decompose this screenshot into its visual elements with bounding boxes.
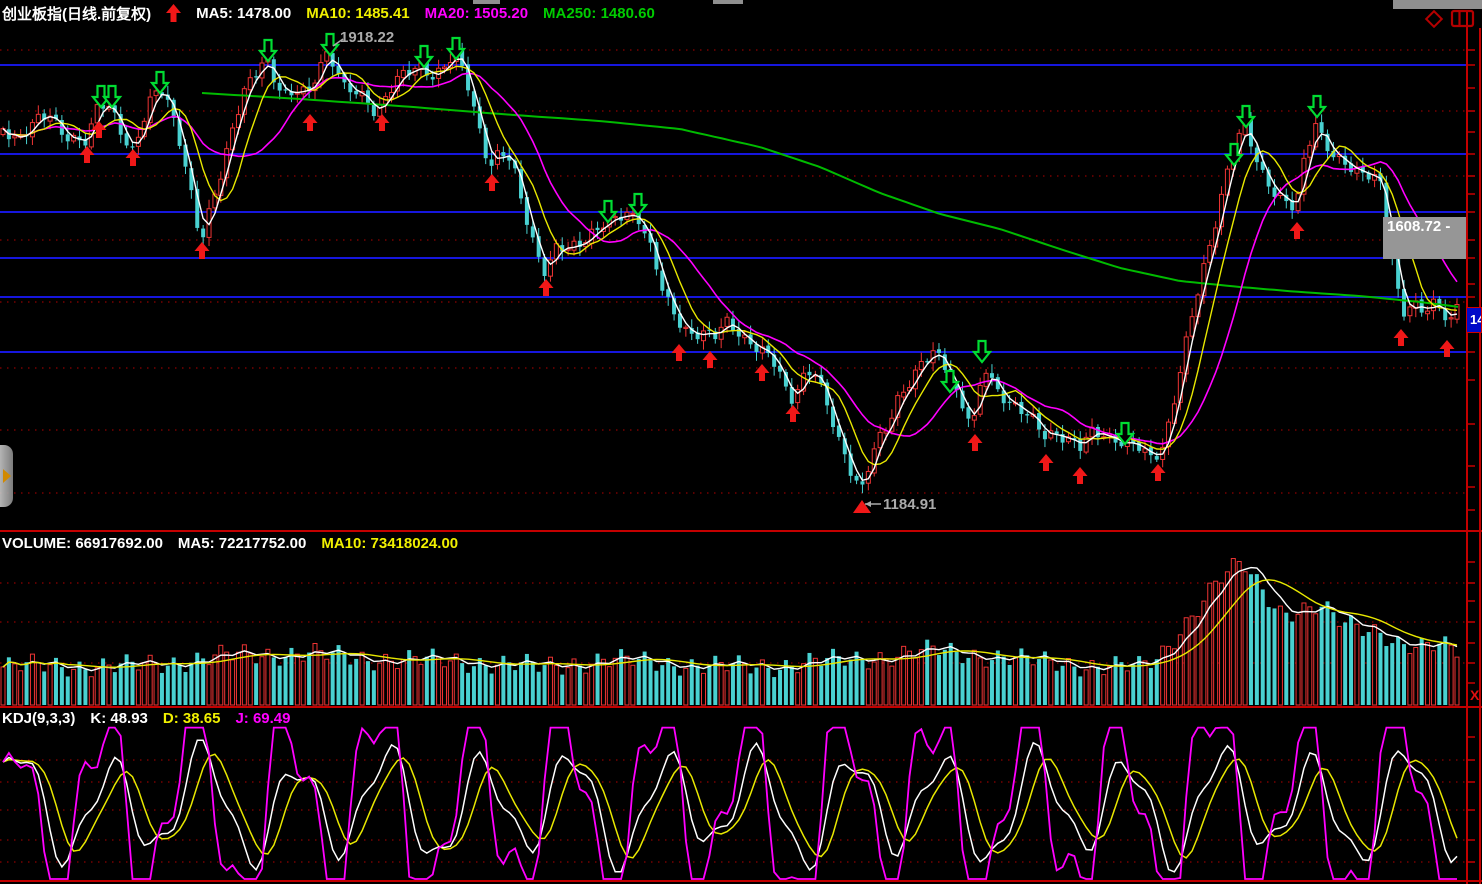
kdj-k-label: K: 48.93 xyxy=(90,710,148,727)
volume-ma10-label: MA10: 73418024.00 xyxy=(321,535,459,552)
volume-pane-header: VOLUME: 66917692.00 MA5: 72217752.00 MA1… xyxy=(2,535,458,552)
diamond-tool-icon[interactable] xyxy=(1424,9,1444,33)
window-chrome-fragment xyxy=(713,0,743,4)
buy-signal-icon xyxy=(166,4,182,22)
kdj-d-label: D: 38.65 xyxy=(162,710,221,727)
ma250-label: MA250: 1480.60 xyxy=(543,5,655,22)
ma5-label: MA5: 1478.00 xyxy=(196,5,292,22)
kdj-j-label: J: 69.49 xyxy=(235,710,291,727)
main-chart-header: 创业板指(日线.前复权) MA5: 1478.00 MA10: 1485.41 … xyxy=(2,3,655,24)
volume-value-label: VOLUME: 66917692.00 xyxy=(2,535,163,552)
price-axis-label: 14 xyxy=(1466,307,1482,333)
indicator-close-button[interactable]: X xyxy=(1470,687,1480,703)
expand-arrow-icon xyxy=(3,469,11,483)
split-window-icon[interactable] xyxy=(1450,9,1476,34)
sidebar-expand-handle[interactable] xyxy=(0,445,13,507)
window-chrome-strip xyxy=(1393,0,1482,9)
ma20-label: MA20: 1505.20 xyxy=(424,5,529,22)
peak-price-label: 1918.22 xyxy=(340,29,395,46)
window-chrome-fragment xyxy=(473,0,500,4)
kdj-indicator-label: KDJ(9,3,3) xyxy=(2,710,76,727)
volume-ma5-label: MA5: 72217752.00 xyxy=(177,535,307,552)
ma10-label: MA10: 1485.41 xyxy=(306,5,410,22)
trough-price-label: 1184.91 xyxy=(883,496,937,513)
instrument-title: 创业板指(日线.前复权) xyxy=(2,6,152,23)
kdj-pane-header: KDJ(9,3,3) K: 48.93 D: 38.65 J: 69.49 xyxy=(2,710,291,727)
crosshair-price-text: 1608.72 - xyxy=(1387,218,1451,235)
crosshair-price-box: 1608.72 - xyxy=(1383,217,1466,259)
